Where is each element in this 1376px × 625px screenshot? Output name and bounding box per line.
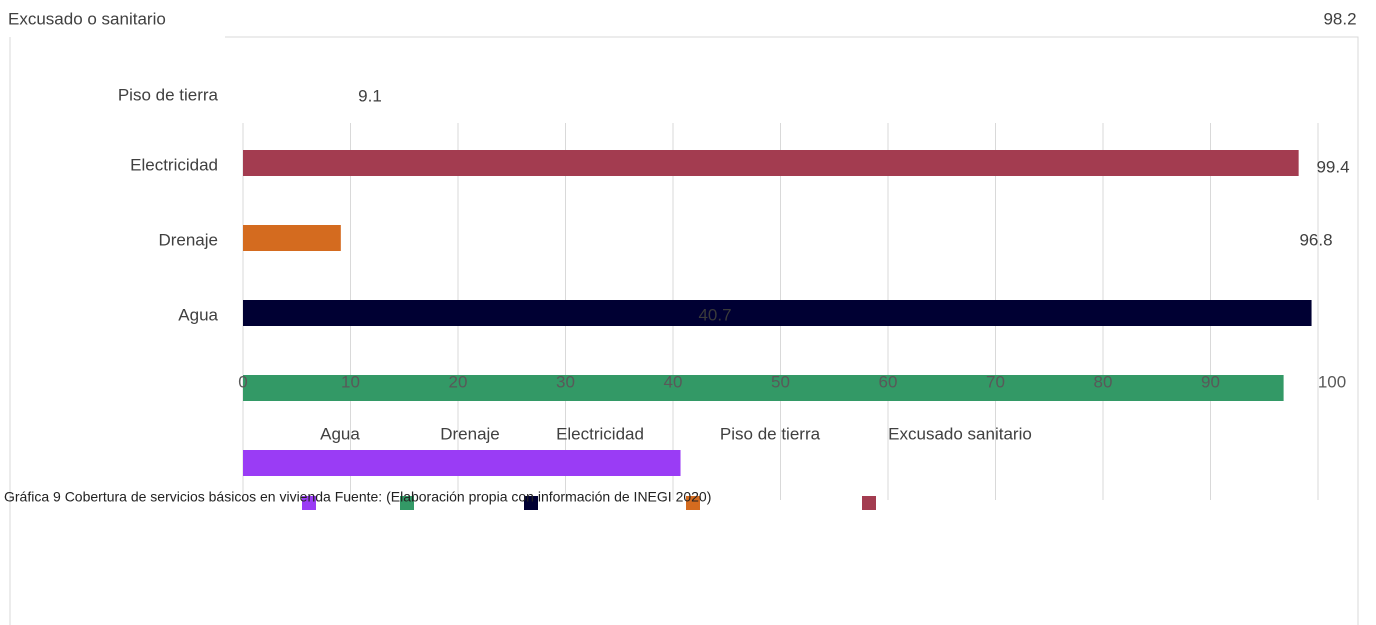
data-label: 98.2 xyxy=(1323,9,1356,28)
x-tick-label: 90 xyxy=(1201,372,1220,391)
caption: Gráfica 9 Cobertura de servicios básicos… xyxy=(4,489,711,505)
bar xyxy=(243,225,341,251)
legend-label: Piso de tierra xyxy=(720,424,821,443)
y-tick-label: Excusado o sanitario xyxy=(8,9,166,28)
legend-swatch xyxy=(524,496,538,510)
legend-swatch xyxy=(400,496,414,510)
x-tick-label: 70 xyxy=(986,372,1005,391)
y-tick-label: Electricidad xyxy=(130,155,218,174)
bar xyxy=(243,300,1312,326)
legend-label: Excusado sanitario xyxy=(888,424,1032,443)
legend-label: Agua xyxy=(320,424,360,443)
bar xyxy=(243,450,681,476)
y-tick-label: Agua xyxy=(178,305,218,324)
x-tick-label: 20 xyxy=(449,372,468,391)
data-label: 96.8 xyxy=(1299,230,1332,249)
data-label: 40.7 xyxy=(698,305,731,324)
x-tick-label: 10 xyxy=(341,372,360,391)
legend-swatch xyxy=(686,496,700,510)
legend-swatch xyxy=(302,496,316,510)
legend-label: Electricidad xyxy=(556,424,644,443)
x-tick-label: 0 xyxy=(238,372,247,391)
x-tick-label: 80 xyxy=(1094,372,1113,391)
y-tick-label: Piso de tierra xyxy=(118,85,219,104)
legend-label: Drenaje xyxy=(440,424,500,443)
x-tick-label: 30 xyxy=(556,372,575,391)
bar xyxy=(243,375,1284,401)
frame xyxy=(9,36,1359,625)
x-tick-label: 60 xyxy=(879,372,898,391)
x-tick-label: 50 xyxy=(771,372,790,391)
x-tick-label: 100 xyxy=(1318,372,1346,391)
data-label: 99.4 xyxy=(1316,157,1349,176)
data-label: 9.1 xyxy=(358,86,382,105)
y-tick-label: Drenaje xyxy=(158,230,218,249)
x-tick-label: 40 xyxy=(664,372,683,391)
bar xyxy=(243,150,1299,176)
legend-swatch xyxy=(862,496,876,510)
